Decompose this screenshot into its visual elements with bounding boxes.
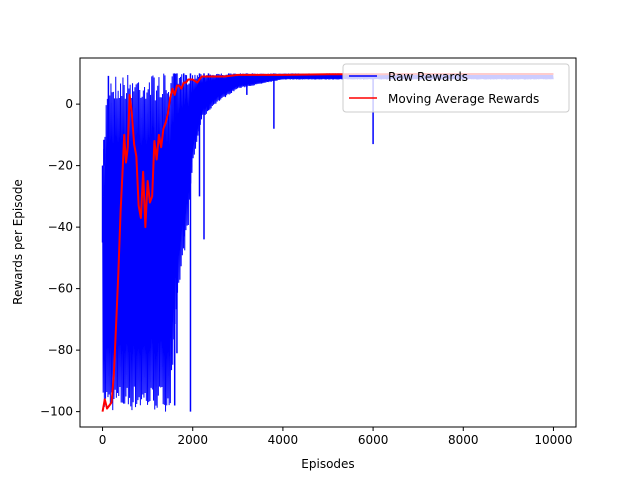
y-tick-label: −100 [40, 405, 73, 419]
x-tick-label: 10000 [534, 433, 572, 447]
legend-label-moving-average: Moving Average Rewards [388, 92, 539, 106]
axes-frame [79, 57, 577, 428]
y-tick-label: −20 [48, 159, 73, 173]
x-axis-label: Episodes [301, 457, 354, 471]
legend: Raw Rewards Moving Average Rewards [342, 63, 570, 113]
x-tick-label: 0 [99, 433, 107, 447]
moving-average-series [101, 72, 554, 412]
y-tick-label: 0 [65, 97, 73, 111]
legend-box [342, 63, 570, 113]
x-tick-label: 4000 [268, 433, 299, 447]
x-tick-label: 2000 [177, 433, 208, 447]
y-tick-label: −40 [48, 220, 73, 234]
y-axis-ticks: −100 −80 −60 −40 −20 0 [40, 97, 80, 419]
y-tick-label: −80 [48, 343, 73, 357]
plot-area [101, 72, 554, 412]
y-axis-label: Rewards per Episode [11, 179, 25, 305]
raw-rewards-series [101, 73, 554, 412]
y-tick-label: −60 [48, 282, 73, 296]
x-axis-ticks: 0 2000 4000 6000 8000 10000 [99, 427, 573, 447]
x-tick-label: 8000 [448, 433, 479, 447]
legend-label-raw-rewards: Raw Rewards [388, 70, 468, 84]
x-tick-label: 6000 [358, 433, 389, 447]
moving-average-line [101, 72, 554, 412]
